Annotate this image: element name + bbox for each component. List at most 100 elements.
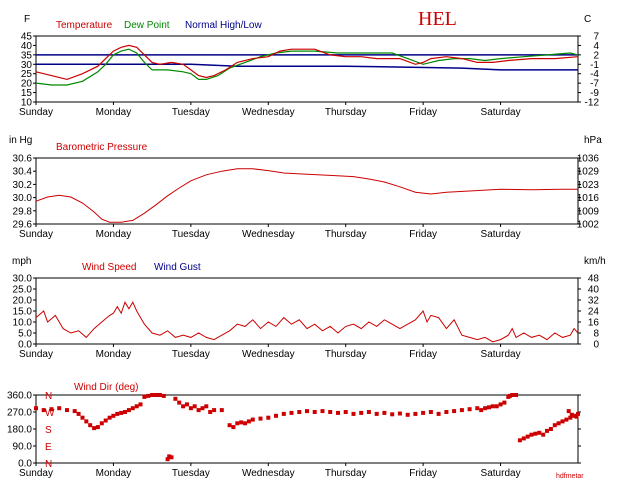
wind-dir-point: [57, 406, 62, 411]
wind-dir-point: [115, 411, 120, 416]
wind-dir-point: [568, 415, 573, 420]
day-label: Tuesday: [172, 229, 210, 240]
y-tick-label-right: 16: [588, 318, 600, 329]
day-label: Thursday: [325, 349, 367, 360]
legend-wind-speed: Wind Speed: [82, 262, 136, 273]
y-tick-label-right: 2: [593, 50, 599, 61]
wind-dir-point: [246, 419, 251, 424]
wind-dir-point: [510, 393, 515, 397]
day-label: Friday: [409, 349, 437, 360]
day-label: Sunday: [19, 349, 53, 360]
pressure-plot-frame: [35, 157, 579, 225]
wind-dir-point: [533, 431, 538, 436]
wind-dir-point: [483, 406, 488, 411]
wind-dir-point: [545, 428, 549, 433]
wind-dir-point: [452, 409, 457, 414]
y-tick-label-right: 4: [593, 41, 599, 52]
wind-dir-point: [111, 413, 116, 418]
day-label: Monday: [96, 229, 132, 240]
y-tick-label-right: -9: [590, 88, 599, 99]
wind-dir-point: [107, 415, 112, 420]
wind-dir-point: [502, 400, 507, 405]
compass-label: N: [45, 391, 52, 402]
wind-dir-point: [289, 410, 294, 415]
wind-dir-point: [34, 406, 38, 411]
y-tick-label: 0.0: [18, 459, 32, 470]
wind-dir-panel: Wind Dir (deg) hdfmetar 360.0 N 270.0 W 180.…: [7, 382, 584, 480]
wind-left-unit: mph: [12, 256, 31, 267]
y-tick-label: 25.0: [13, 285, 33, 296]
wind-dir-point: [99, 421, 104, 426]
wind-dir-point: [552, 423, 557, 428]
wind-panel: mph km/h Wind Speed Wind Gust 30.0 48 25.0…: [12, 256, 606, 360]
day-label: Monday: [96, 107, 132, 118]
day-label: Saturday: [481, 349, 521, 360]
wind-line: [35, 301, 579, 343]
y-tick-label: 30.4: [13, 167, 33, 178]
wind-dir-point: [336, 410, 340, 415]
wind-dir-point: [359, 410, 364, 415]
y-tick-label: 29.8: [13, 206, 33, 217]
credit-label: hdfmetar: [556, 473, 584, 480]
wind-dir-point: [266, 415, 271, 420]
wind-dir-point: [41, 408, 46, 413]
wind-plot-frame: [35, 277, 579, 345]
y-tick-label: 15: [21, 88, 33, 99]
wind-dir-point: [200, 406, 205, 411]
wind-dir-point: [181, 404, 186, 409]
y-tick-label-right: 1016: [577, 193, 600, 204]
day-label: Wednesday: [242, 107, 295, 118]
wind-dir-point: [167, 454, 172, 459]
wind-dir-point: [569, 412, 574, 417]
y-tick-label: 270.0: [7, 408, 32, 419]
wind-dir-point: [467, 407, 472, 412]
day-label: Friday: [409, 229, 437, 240]
day-label: Saturday: [481, 107, 521, 118]
y-tick-label: 45: [21, 32, 33, 43]
wind-dir-point: [514, 393, 519, 397]
y-tick-label-right: 1009: [577, 206, 600, 217]
wind-dir-point: [231, 425, 236, 430]
wind-dir-point: [227, 423, 232, 428]
y-tick-label: 40: [21, 41, 33, 52]
wind-dir-point: [185, 402, 189, 407]
wind-dir-point: [541, 432, 546, 437]
wind-dir-point: [173, 396, 178, 401]
wind-dir-point: [103, 418, 108, 423]
wind-dir-point: [421, 410, 426, 415]
wind-dir-point: [537, 430, 542, 435]
day-label: Monday: [96, 468, 132, 479]
y-tick-label-right: 1002: [577, 220, 600, 231]
day-label: Wednesday: [242, 229, 295, 240]
y-tick-label-right: 0: [593, 340, 599, 351]
wind-dir-point: [92, 426, 97, 431]
wind-dir-point: [320, 409, 325, 414]
wind-dir-point: [274, 413, 278, 418]
wind-dir-point: [123, 410, 127, 414]
y-tick-label-right: 1036: [577, 154, 600, 165]
y-tick-label: 30.2: [13, 180, 33, 191]
wind-dir-point: [243, 421, 248, 426]
temp-left-unit: F: [24, 14, 30, 25]
compass-label: W: [45, 408, 55, 419]
y-tick-label-right: 40: [588, 285, 600, 296]
day-label: Friday: [409, 107, 437, 118]
y-tick-label: 20.0: [13, 296, 33, 307]
wind-dir-point: [169, 455, 174, 460]
wind-dir-point: [297, 410, 302, 414]
y-tick-label-right: 24: [588, 307, 600, 318]
wind-dir-point: [479, 408, 484, 413]
wind-dir-point: [576, 411, 580, 416]
wind-dir-point: [487, 405, 491, 410]
y-tick-label: 10: [21, 98, 33, 109]
wind-dir-point: [529, 432, 534, 437]
wind-dir-point: [126, 408, 131, 413]
y-tick-label: 180.0: [7, 425, 32, 436]
pressure-left-unit: in Hg: [9, 135, 32, 146]
wind-dir-point: [192, 404, 197, 409]
wind-dir-point: [281, 411, 286, 416]
compass-label: E: [45, 442, 52, 453]
pressure-line: [35, 168, 578, 223]
y-tick-label-right: 32: [588, 296, 600, 307]
